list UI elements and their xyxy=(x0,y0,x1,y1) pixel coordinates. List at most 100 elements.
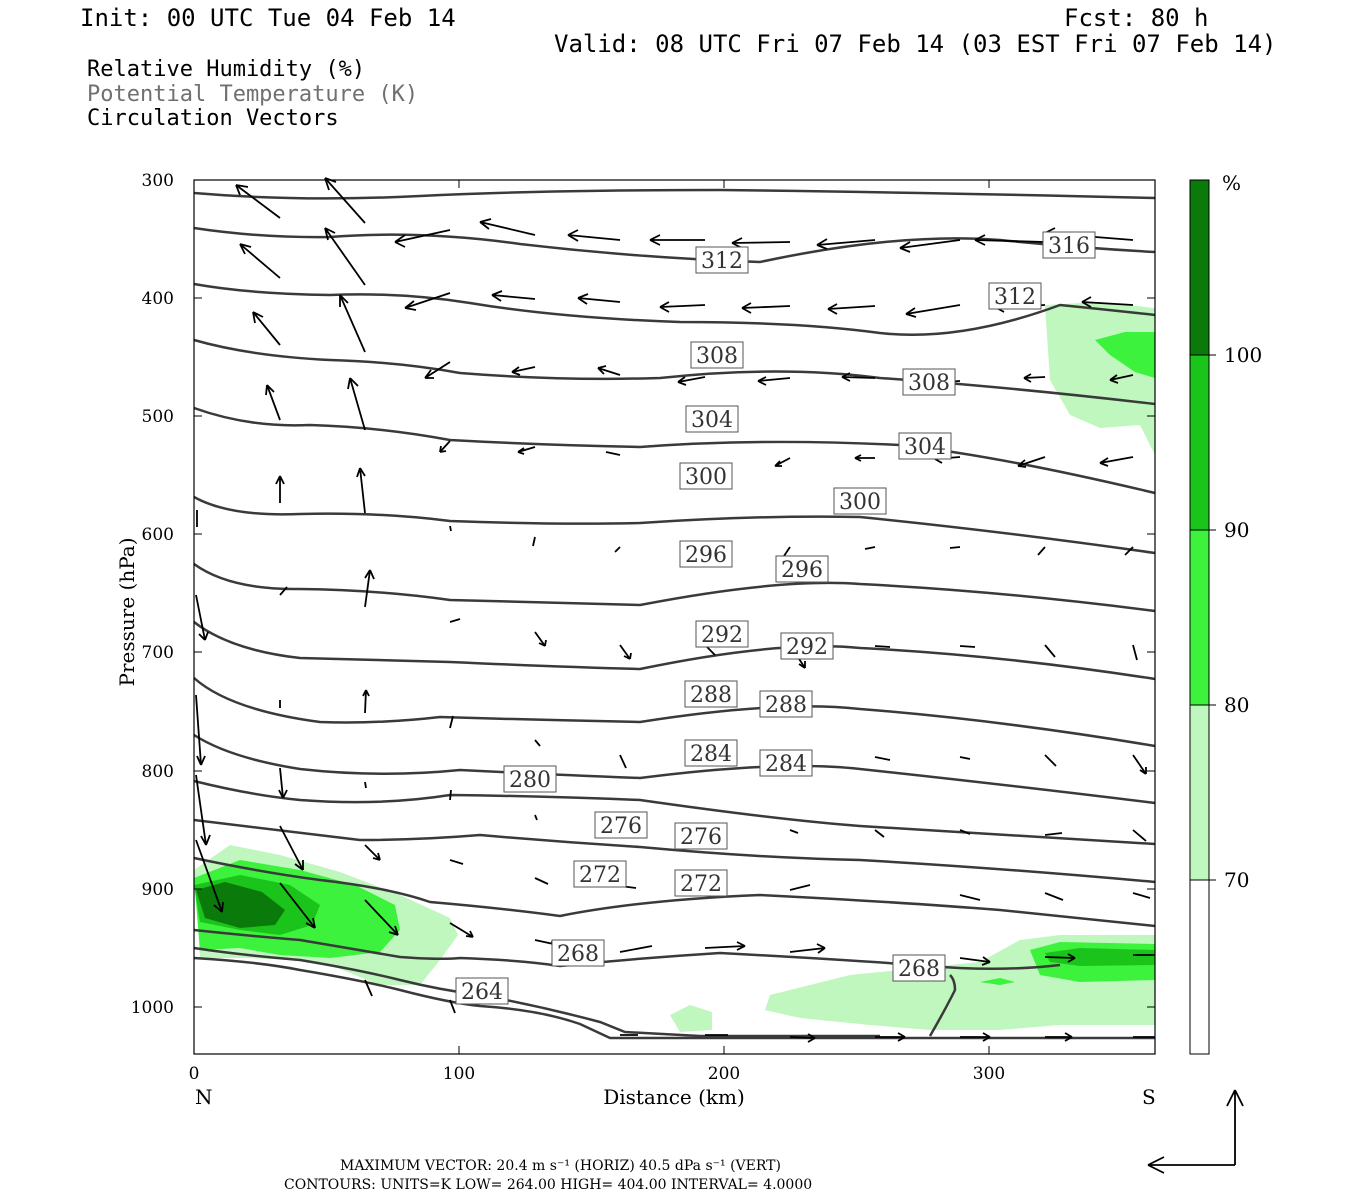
theta-contour xyxy=(193,562,1156,613)
vector-arrow xyxy=(959,756,971,760)
vector-arrow xyxy=(774,457,791,467)
vector-arrow xyxy=(704,941,746,951)
y-tick-label: 500 xyxy=(142,407,174,427)
contour-label: 272 xyxy=(674,869,728,897)
vector-arrow xyxy=(279,586,288,596)
theta-contour xyxy=(193,188,1156,200)
svg-text:280: 280 xyxy=(509,768,551,793)
vector-arrow xyxy=(1044,953,1076,963)
vector-arrow xyxy=(874,756,891,761)
circulation-vectors xyxy=(195,177,1155,1043)
vector-arrow xyxy=(789,884,811,891)
vector-arrow xyxy=(1044,754,1057,767)
vector-arrow xyxy=(339,294,366,353)
contour-label: 284 xyxy=(684,739,738,767)
contour-label: 264 xyxy=(455,977,509,1005)
vector-arrow xyxy=(534,631,547,647)
contour-label: 312 xyxy=(695,246,749,274)
x-tick-labels: 0 100 200 300 xyxy=(189,1064,1006,1084)
vector-arrow xyxy=(905,304,961,318)
svg-text:288: 288 xyxy=(690,683,732,708)
vector-arrow xyxy=(362,689,370,714)
svg-text:264: 264 xyxy=(461,980,503,1005)
svg-text:272: 272 xyxy=(680,872,722,897)
vector-arrow xyxy=(275,475,285,503)
vector-arrow xyxy=(614,546,621,553)
svg-text:284: 284 xyxy=(690,742,732,767)
legend-potential-temperature: Potential Temperature (K) xyxy=(87,82,419,107)
svg-text:276: 276 xyxy=(680,825,722,850)
vector-arrow xyxy=(597,365,621,376)
contour-label: 288 xyxy=(684,680,738,708)
vector-arrow xyxy=(1081,296,1134,308)
vector-arrow xyxy=(789,1033,816,1043)
vector-arrow xyxy=(195,774,211,846)
contour-label: 296 xyxy=(679,540,733,568)
vector-arrow xyxy=(424,361,451,379)
svg-text:296: 296 xyxy=(685,543,727,568)
vector-arrow xyxy=(1132,754,1147,775)
vector-arrow xyxy=(532,536,536,547)
colorbar-label-100: 100 xyxy=(1224,343,1262,367)
colorbar-segment-90 xyxy=(1190,355,1209,530)
vector-arrow xyxy=(195,694,206,766)
svg-text:304: 304 xyxy=(691,408,733,433)
vector-arrow xyxy=(364,899,399,936)
x-tick-label: 0 xyxy=(189,1064,200,1084)
vector-arrow xyxy=(649,234,705,246)
vector-arrow xyxy=(534,814,538,821)
vector-arrow xyxy=(959,645,976,648)
theta-contour xyxy=(193,406,1156,495)
vector-arrow xyxy=(874,829,885,838)
vector-arrow xyxy=(279,825,304,871)
svg-text:304: 304 xyxy=(904,435,946,460)
theta-contour xyxy=(193,621,1156,681)
theta-contour xyxy=(193,495,1156,555)
vector-arrow xyxy=(324,227,366,286)
y-tick-label: 700 xyxy=(142,643,174,663)
vector-arrow xyxy=(511,366,536,376)
vector-arrow xyxy=(1044,644,1056,658)
vector-arrow xyxy=(364,979,373,997)
vector-arrow xyxy=(619,945,653,953)
colorbar-segment-below-70 xyxy=(1190,880,1209,1054)
vector-arrow xyxy=(864,546,876,550)
vector-arrow xyxy=(449,922,474,938)
legend-circulation-vectors: Circulation Vectors xyxy=(87,106,339,131)
theta-contour xyxy=(193,818,1156,884)
vector-arrow xyxy=(577,293,621,305)
svg-text:292: 292 xyxy=(701,623,743,648)
vector-arrow xyxy=(347,377,366,431)
contours-note: CONTOURS: UNITS=K LOW= 264.00 HIGH= 404.… xyxy=(284,1177,813,1193)
contour-label: 304 xyxy=(898,432,952,460)
theta-contour xyxy=(928,974,957,1037)
theta-contour xyxy=(193,856,1156,928)
vector-arrow xyxy=(789,829,799,834)
vector-arrow xyxy=(195,839,224,913)
humidity-shading xyxy=(194,302,1155,1032)
theta-contour xyxy=(193,226,1156,264)
contour-label: 268 xyxy=(892,954,946,982)
y-tick-label: 300 xyxy=(142,171,174,191)
vector-arrow xyxy=(195,594,209,641)
vector-arrow xyxy=(959,829,971,835)
contour-label: 288 xyxy=(759,690,813,718)
theta-contour xyxy=(193,733,1156,805)
colorbar: % 100 90 80 70 xyxy=(1189,171,1262,1055)
svg-text:296: 296 xyxy=(781,558,823,583)
vector-arrow xyxy=(854,454,875,462)
theta-terrain-contour xyxy=(193,956,1155,1040)
vector-arrow xyxy=(439,440,451,453)
svg-text:308: 308 xyxy=(696,344,738,369)
theta-contour xyxy=(193,779,1156,846)
contour-label: 300 xyxy=(679,462,733,490)
colorbar-unit: % xyxy=(1222,171,1241,195)
vector-arrow xyxy=(899,239,961,253)
x-tick-label: 200 xyxy=(708,1064,740,1084)
vector-arrow xyxy=(364,569,375,608)
vector-arrow xyxy=(619,754,627,769)
contour-label: 280 xyxy=(503,765,557,793)
vector-arrow xyxy=(1132,829,1147,842)
svg-text:268: 268 xyxy=(898,957,940,982)
x-tick-label: 300 xyxy=(973,1064,1005,1084)
